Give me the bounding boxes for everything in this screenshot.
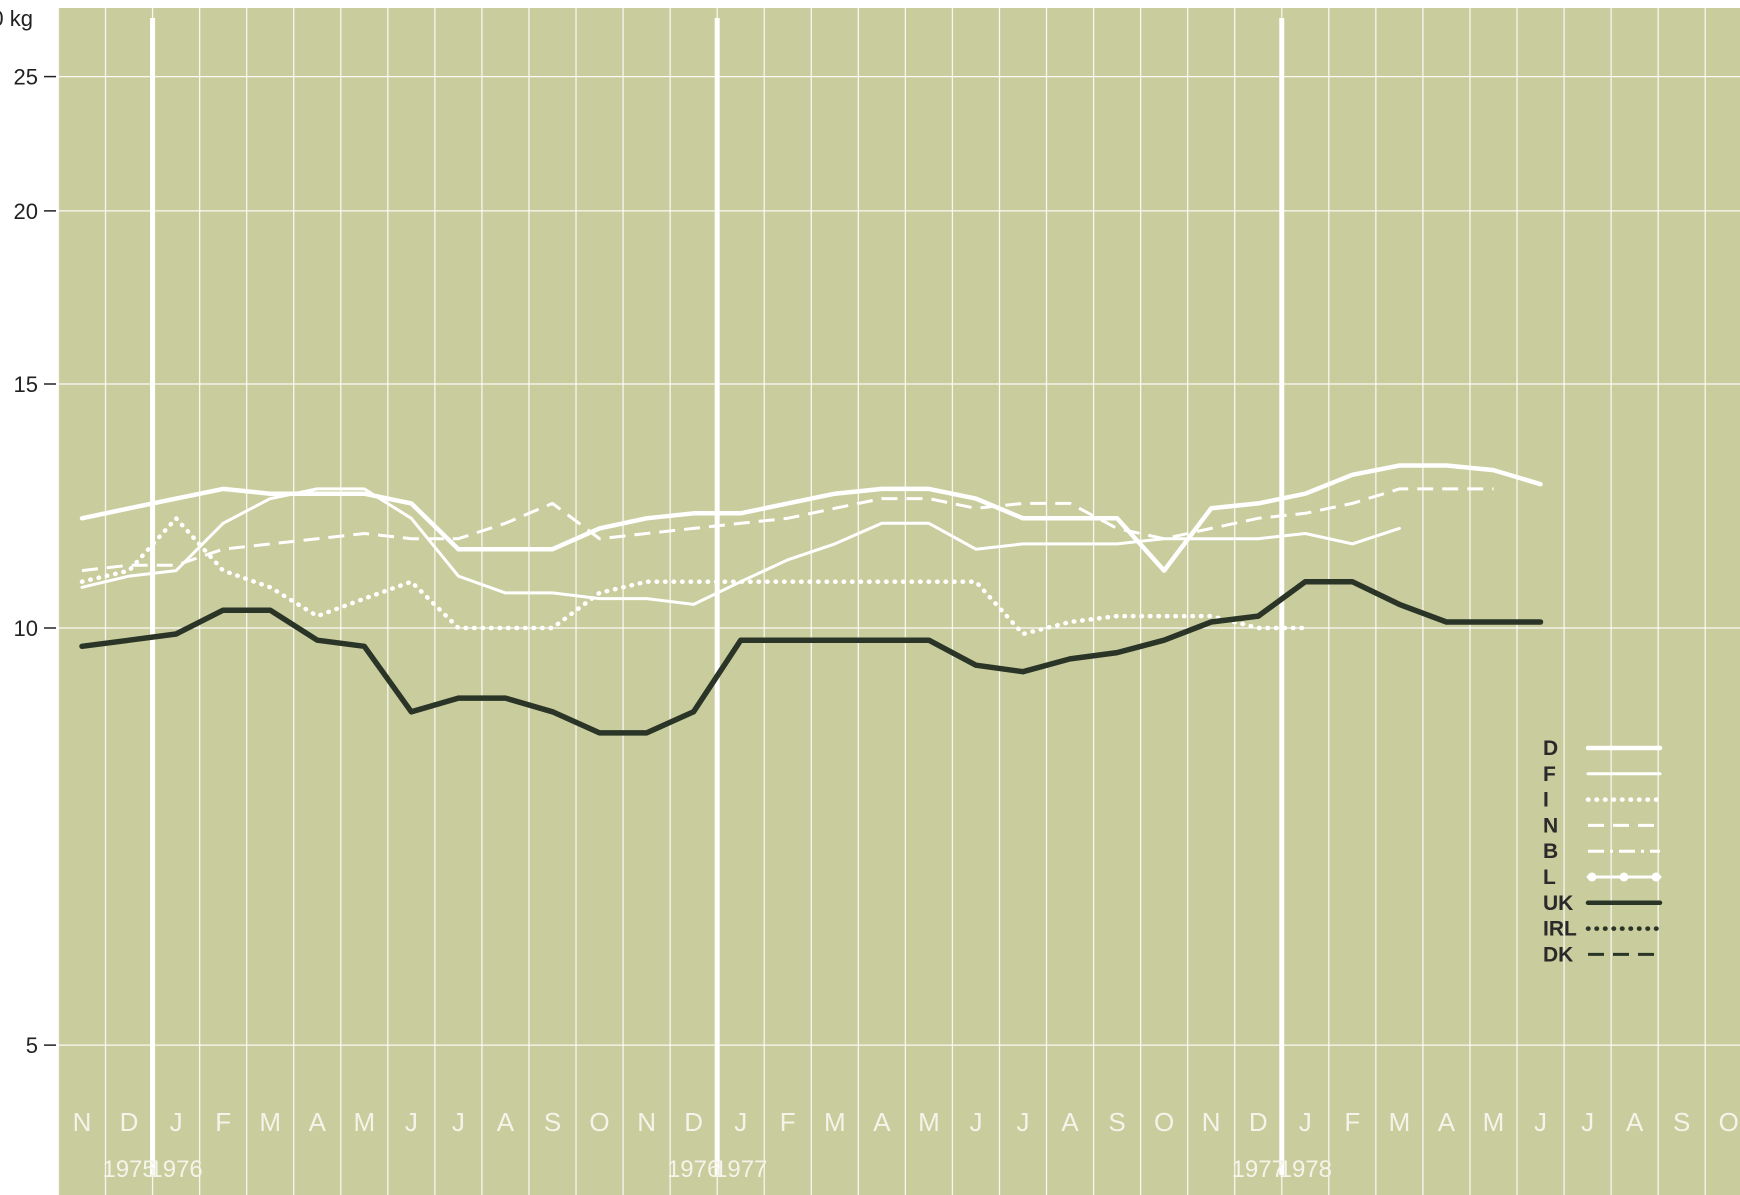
y-tick-label: 15: [14, 372, 38, 397]
legend-label-n: N: [1543, 814, 1558, 837]
x-month-label: A: [497, 1107, 515, 1137]
x-month-label: J: [1534, 1107, 1547, 1137]
series-line-n: [81, 487, 1494, 573]
year-label: 1976: [149, 1156, 202, 1183]
y-tick-label: 5: [26, 1033, 38, 1058]
x-month-label: M: [824, 1107, 846, 1137]
x-month-label: F: [780, 1107, 796, 1137]
series-group: [79, 463, 1544, 736]
x-month-label: O: [1719, 1107, 1739, 1137]
series-line-uk: [79, 578, 1544, 736]
legend-label-f: F: [1543, 763, 1556, 786]
x-month-label: N: [73, 1107, 92, 1137]
series-line-d: [79, 463, 1543, 573]
x-month-label: A: [309, 1107, 327, 1137]
x-month-label: J: [170, 1107, 183, 1137]
legend-label-dk: DK: [1543, 943, 1573, 966]
x-month-label: A: [1438, 1107, 1456, 1137]
x-month-label: J: [452, 1107, 465, 1137]
x-month-label: N: [1202, 1107, 1221, 1137]
x-month-label: J: [734, 1107, 747, 1137]
legend-label-i: I: [1543, 789, 1549, 812]
x-month-label: M: [918, 1107, 940, 1137]
year-label: 1977: [714, 1156, 767, 1183]
year-label: 1976: [667, 1156, 720, 1183]
x-month-label: M: [353, 1107, 375, 1137]
x-month-label: F: [215, 1107, 231, 1137]
x-month-label: J: [969, 1107, 982, 1137]
legend-marker: [1587, 872, 1597, 882]
x-month-label: O: [1154, 1107, 1174, 1137]
x-month-label: D: [684, 1107, 703, 1137]
x-month-label: F: [1344, 1107, 1360, 1137]
year-label: 1977: [1232, 1156, 1285, 1183]
y-tick-label: 10: [14, 616, 38, 641]
x-month-label: J: [405, 1107, 418, 1137]
x-month-label: J: [1581, 1107, 1594, 1137]
x-month-label: M: [259, 1107, 281, 1137]
y-axis: 0 kg 5 10 15 20 25: [0, 6, 56, 1058]
x-month-label: A: [1626, 1107, 1644, 1137]
plot-background: [58, 8, 1740, 1195]
y-unit-label: 0 kg: [0, 6, 33, 31]
x-month-label: J: [1017, 1107, 1030, 1137]
x-month-label: M: [1389, 1107, 1411, 1137]
x-month-label: S: [1108, 1107, 1125, 1137]
x-month-label: M: [1483, 1107, 1505, 1137]
x-month-label: D: [120, 1107, 139, 1137]
legend-marker: [1619, 872, 1629, 882]
x-month-label: S: [544, 1107, 561, 1137]
legend-marker: [1651, 872, 1661, 882]
x-month-label: N: [637, 1107, 656, 1137]
x-month-label: J: [1299, 1107, 1312, 1137]
y-tick-label: 25: [14, 65, 38, 90]
year-label: 1978: [1279, 1156, 1332, 1183]
legend-label-b: B: [1543, 840, 1558, 863]
legend-label-l: L: [1543, 866, 1556, 889]
series-line-i: [79, 516, 1308, 637]
year-label: 1975: [102, 1156, 155, 1183]
x-month-label: O: [589, 1107, 609, 1137]
y-tick-label: 20: [14, 199, 38, 224]
legend-label-irl: IRL: [1543, 918, 1577, 941]
legend-label-uk: UK: [1543, 892, 1573, 915]
x-month-label: A: [873, 1107, 891, 1137]
legend-label-d: D: [1543, 737, 1558, 760]
x-month-label: D: [1249, 1107, 1268, 1137]
x-month-label: S: [1673, 1107, 1690, 1137]
x-month-label: A: [1061, 1107, 1079, 1137]
